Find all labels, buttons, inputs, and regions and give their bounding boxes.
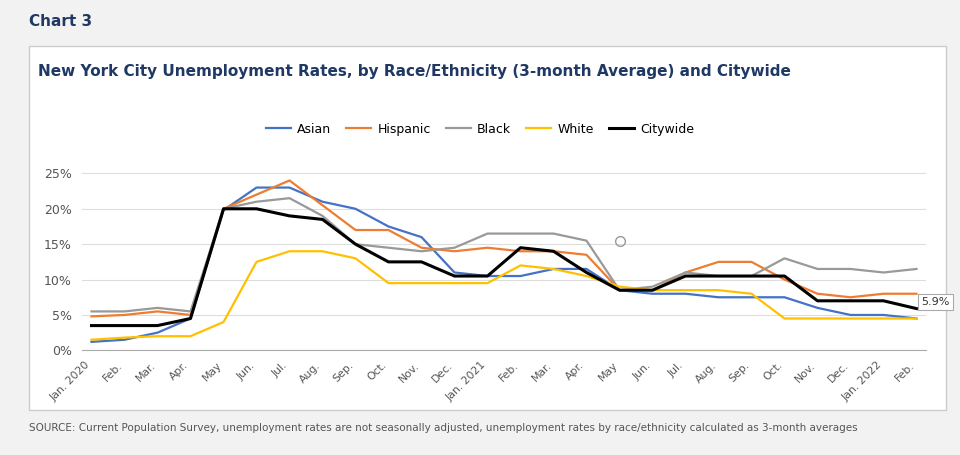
Text: 5.9%: 5.9% (922, 297, 949, 307)
FancyBboxPatch shape (29, 46, 946, 410)
Text: Chart 3: Chart 3 (29, 14, 92, 29)
Legend: Asian, Hispanic, Black, White, Citywide: Asian, Hispanic, Black, White, Citywide (261, 118, 699, 141)
Text: New York City Unemployment Rates, by Race/Ethnicity (3-month Average) and Citywi: New York City Unemployment Rates, by Rac… (38, 64, 791, 79)
Text: SOURCE: Current Population Survey, unemployment rates are not seasonally adjuste: SOURCE: Current Population Survey, unemp… (29, 423, 857, 433)
